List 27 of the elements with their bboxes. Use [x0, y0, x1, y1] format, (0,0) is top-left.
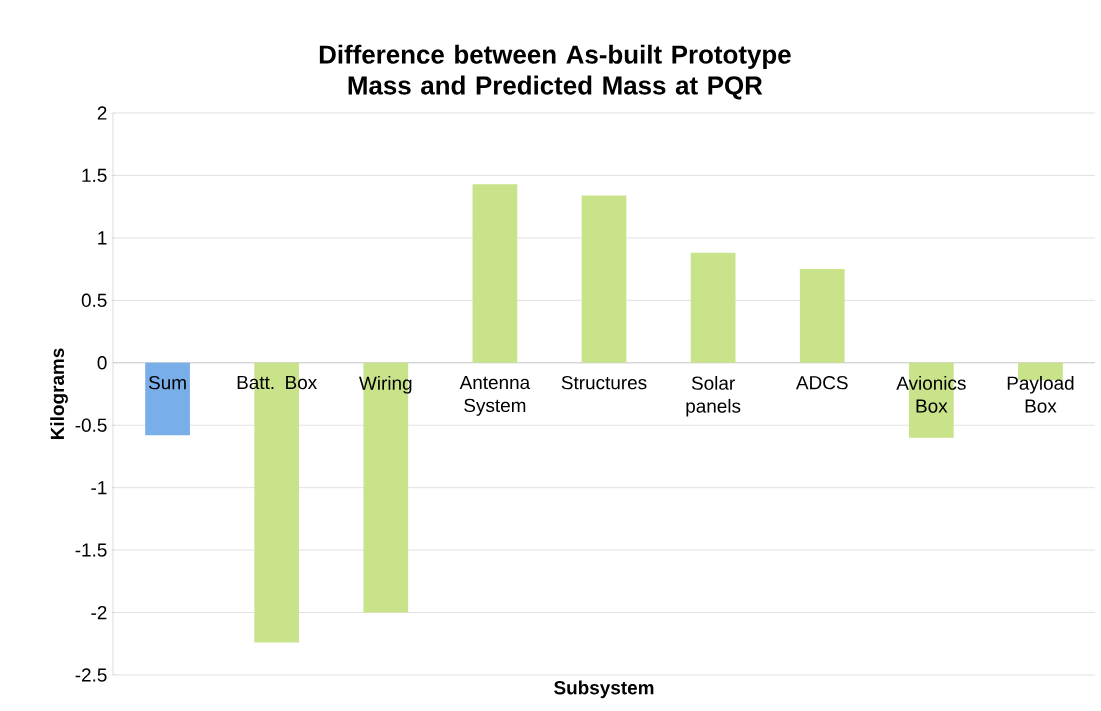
bar — [472, 184, 518, 363]
y-tick-label: 2 — [97, 106, 107, 120]
bar — [145, 362, 190, 436]
y-tick-label: -0.5 — [75, 418, 107, 432]
x-tick-label: Avionics Box — [896, 375, 966, 413]
y-tick-label: 0.5 — [81, 293, 107, 308]
y-axis-title: Kilograms — [50, 348, 68, 439]
x-tick-label: Wiring — [359, 375, 412, 394]
y-tick-label: -1 — [91, 481, 107, 495]
x-tick-label: ADCS — [795, 375, 848, 390]
y-tick-label: 0 — [97, 356, 107, 370]
chart-title: Difference between As-built Prototype Mass and Predicted Mass at PQR — [319, 44, 791, 100]
bar — [799, 269, 845, 363]
y-tick-label: -1.5 — [75, 543, 107, 557]
x-tick-label: Structures — [561, 375, 647, 390]
x-axis-title: Subsystem — [554, 680, 654, 699]
x-tick-label: Payload Box — [1007, 375, 1074, 413]
bar — [581, 195, 627, 363]
bar — [690, 252, 736, 363]
y-tick-label: 1.5 — [82, 168, 107, 183]
y-tick-label: -2 — [91, 605, 107, 620]
x-tick-label: Solar panels — [686, 375, 741, 417]
x-tick-label: Batt. Box — [237, 375, 317, 390]
y-tick-label: 1 — [98, 231, 107, 245]
x-tick-label: Sum — [148, 375, 186, 390]
y-tick-label: -2.5 — [75, 668, 107, 682]
x-tick-label: Antenna System — [459, 375, 531, 416]
